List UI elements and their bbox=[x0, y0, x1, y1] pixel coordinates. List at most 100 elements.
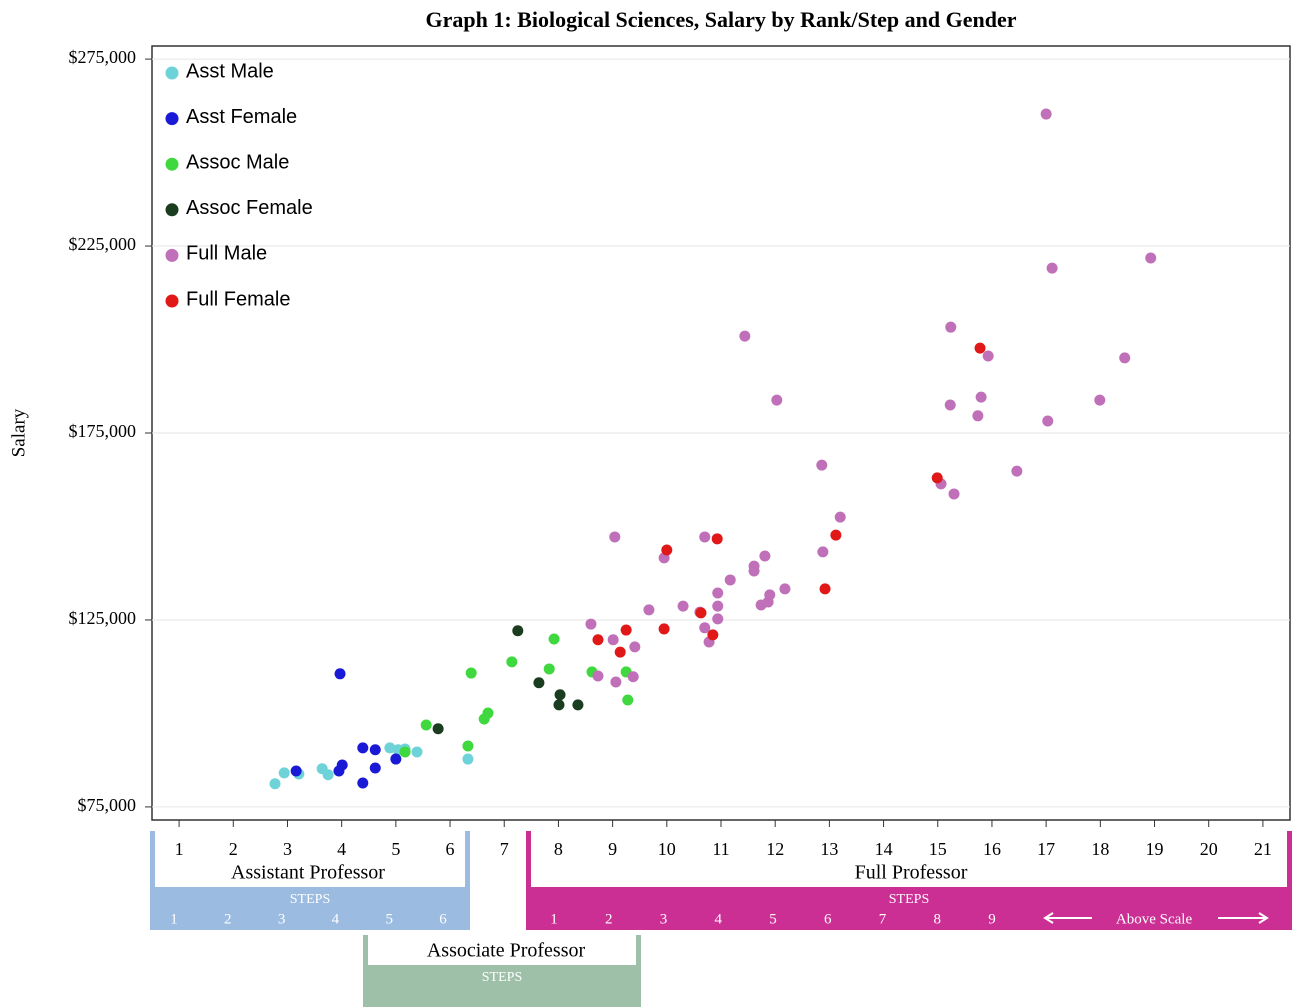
scatter-point bbox=[1046, 262, 1058, 274]
scatter-point bbox=[948, 488, 960, 500]
scatter-point bbox=[975, 391, 987, 403]
scatter-point bbox=[712, 613, 724, 625]
y-axis-label: Salary bbox=[8, 408, 29, 457]
scatter-point bbox=[699, 622, 711, 634]
scatter-point bbox=[643, 604, 655, 616]
scatter-point bbox=[322, 769, 334, 781]
x-tick-label: 20 bbox=[1200, 839, 1218, 859]
legend-label: Full Male bbox=[186, 243, 267, 265]
x-tick-label: 6 bbox=[446, 839, 455, 859]
x-tick-label: 3 bbox=[283, 839, 292, 859]
scatter-point bbox=[748, 565, 760, 577]
scatter-point bbox=[553, 699, 565, 711]
step-label: 5 bbox=[769, 911, 777, 927]
x-tick-label: 10 bbox=[658, 839, 676, 859]
scatter-point bbox=[357, 777, 369, 789]
arrow-left bbox=[1043, 912, 1092, 924]
chart-title: Graph 1: Biological Sciences, Salary by … bbox=[426, 7, 1017, 32]
scatter-point bbox=[931, 472, 943, 484]
scatter-point bbox=[614, 646, 626, 658]
scatter-point bbox=[972, 410, 984, 422]
x-tick-label: 15 bbox=[929, 839, 947, 859]
scatter-point bbox=[699, 531, 711, 543]
legend-label: Asst Male bbox=[186, 60, 274, 82]
legend-label: Full Female bbox=[186, 288, 290, 310]
scatter-point bbox=[462, 753, 474, 765]
rank-name: Full Professor bbox=[855, 862, 968, 884]
step-label: 4 bbox=[715, 911, 723, 927]
scatter-point bbox=[1042, 415, 1054, 427]
x-tick-label: 1 bbox=[175, 839, 184, 859]
x-tick-label: 18 bbox=[1091, 839, 1109, 859]
scatter-point bbox=[945, 321, 957, 333]
x-tick-label: 21 bbox=[1254, 839, 1272, 859]
x-tick-label: 12 bbox=[766, 839, 784, 859]
x-tick-label: 13 bbox=[820, 839, 838, 859]
scatter-point bbox=[1119, 352, 1131, 364]
scatter-point bbox=[512, 625, 524, 637]
x-tick-label: 2 bbox=[229, 839, 238, 859]
scatter-point bbox=[1040, 108, 1052, 120]
steps-label: STEPS bbox=[889, 892, 929, 907]
scatter-point bbox=[533, 677, 545, 689]
scatter-point bbox=[543, 663, 555, 675]
scatter-point bbox=[465, 667, 477, 679]
scatter-point bbox=[369, 762, 381, 774]
scatter-point bbox=[1145, 252, 1157, 264]
scatter-point bbox=[592, 634, 604, 646]
x-tick-label: 19 bbox=[1146, 839, 1164, 859]
scatter-point bbox=[982, 350, 994, 362]
step-label: 2 bbox=[605, 911, 613, 927]
x-tick-label: 7 bbox=[500, 839, 509, 859]
step-label: 9 bbox=[988, 911, 996, 927]
scatter-point bbox=[755, 599, 767, 611]
scatter-point bbox=[592, 670, 604, 682]
y-tick-label: $75,000 bbox=[78, 795, 137, 815]
scatter-point bbox=[712, 587, 724, 599]
scatter-point bbox=[817, 546, 829, 558]
scatter-point bbox=[711, 533, 723, 545]
step-label: 6 bbox=[824, 911, 832, 927]
step-label: 8 bbox=[934, 911, 942, 927]
rank-band bbox=[363, 935, 641, 1007]
rank-name: Associate Professor bbox=[427, 940, 586, 962]
x-tick-label: 4 bbox=[337, 839, 346, 859]
rank-name: Assistant Professor bbox=[231, 862, 385, 884]
scatter-point bbox=[834, 511, 846, 523]
y-tick-label: $175,000 bbox=[69, 421, 137, 441]
scatter-point bbox=[548, 633, 560, 645]
scatter-point bbox=[420, 719, 432, 731]
scatter-point bbox=[607, 634, 619, 646]
scatter-point bbox=[609, 531, 621, 543]
x-tick-label: 8 bbox=[554, 839, 563, 859]
above-scale-label: Above Scale bbox=[1116, 911, 1193, 927]
steps-label: STEPS bbox=[482, 970, 522, 985]
scatter-point bbox=[830, 529, 842, 541]
scatter-point bbox=[357, 742, 369, 754]
scatter-point bbox=[1011, 465, 1023, 477]
scatter-point bbox=[290, 765, 302, 777]
step-label: 1 bbox=[550, 911, 558, 927]
legend-marker bbox=[165, 157, 179, 171]
legend-marker bbox=[165, 203, 179, 217]
legend-marker bbox=[165, 248, 179, 262]
scatter-point bbox=[572, 699, 584, 711]
x-tick-label: 14 bbox=[875, 839, 893, 859]
scatter-point bbox=[779, 583, 791, 595]
step-label: 6 bbox=[439, 911, 447, 927]
step-label: 3 bbox=[660, 911, 668, 927]
scatter-point bbox=[585, 618, 597, 630]
scatter-point bbox=[629, 641, 641, 653]
scatter-point bbox=[622, 694, 634, 706]
scatter-point bbox=[334, 668, 346, 680]
scatter-point bbox=[695, 607, 707, 619]
scatter-point bbox=[677, 600, 689, 612]
scatter-point bbox=[974, 342, 986, 354]
step-label: 2 bbox=[224, 911, 232, 927]
scatter-point bbox=[369, 744, 381, 756]
legend-label: Asst Female bbox=[186, 106, 297, 128]
scatter-point bbox=[411, 746, 423, 758]
x-tick-label: 16 bbox=[983, 839, 1001, 859]
legend-marker bbox=[165, 112, 179, 126]
